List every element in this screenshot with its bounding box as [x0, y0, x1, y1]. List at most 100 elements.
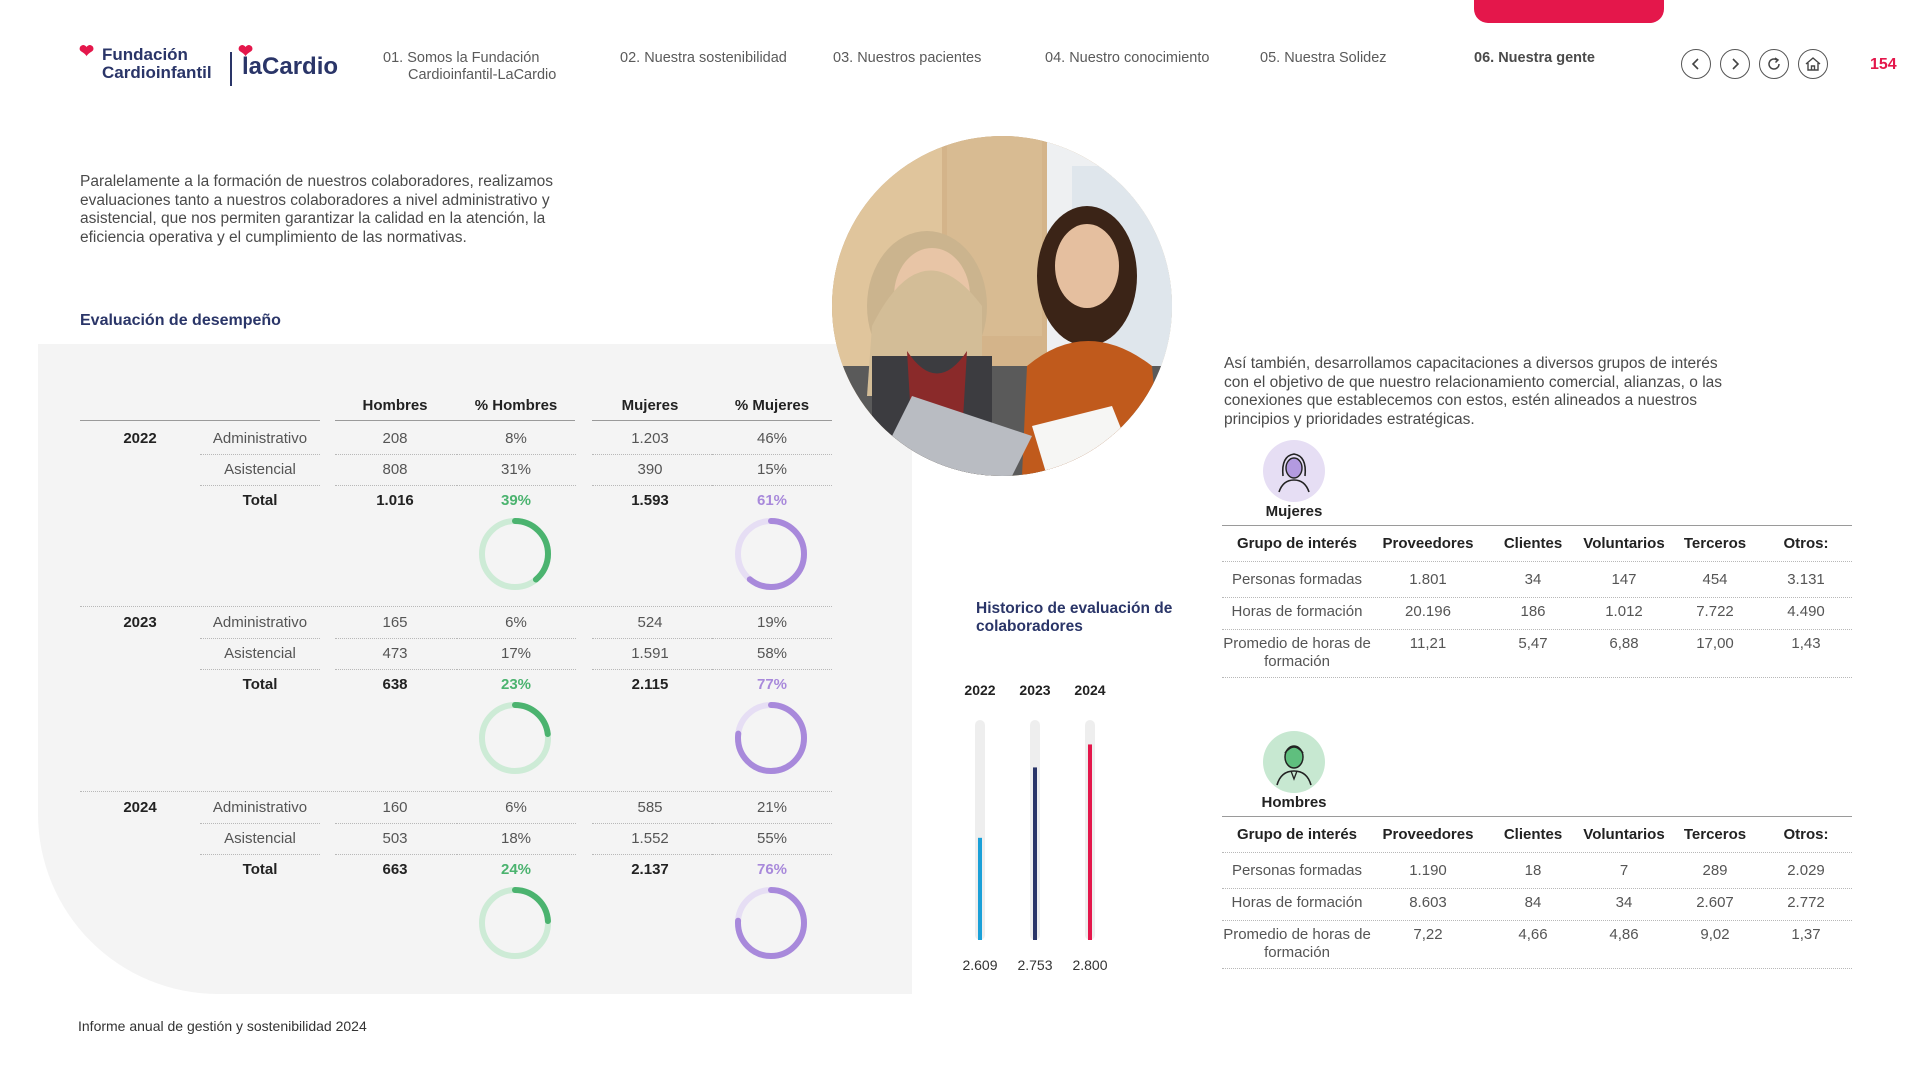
- row-label: Horas de formación: [1231, 603, 1363, 620]
- evaluation-title: Evaluación de desempeño: [80, 312, 281, 329]
- nav-item-06[interactable]: 06. Nuestra gente: [1474, 50, 1595, 67]
- nav-num: 06.: [1474, 50, 1495, 66]
- nav-item-01[interactable]: 01. Somos la Fundación Cardioinfantil-La…: [383, 50, 556, 84]
- cell-h: 663: [382, 861, 408, 878]
- bar-value-label: 2.753: [1017, 957, 1052, 973]
- cell-h: 165: [382, 614, 408, 631]
- cell-ph: 31%: [500, 461, 532, 478]
- refresh-icon: [1768, 57, 1780, 70]
- col-header: Terceros: [1683, 535, 1747, 552]
- nav-num: 04.: [1045, 50, 1066, 66]
- year-label: 2022: [123, 430, 157, 447]
- cell-ph: 39%: [500, 492, 532, 509]
- next-button[interactable]: [1720, 49, 1750, 79]
- bar-value-label: 2.800: [1072, 957, 1107, 973]
- women-avatar: [1263, 440, 1325, 502]
- row-divider: [456, 854, 576, 855]
- ring-progress: [479, 518, 551, 590]
- row-divider: [200, 669, 320, 670]
- nav-item-04[interactable]: 04. Nuestro conocimiento: [1045, 50, 1209, 67]
- total-label: Total: [242, 492, 278, 509]
- cell-value: 20.196: [1405, 603, 1451, 620]
- cell-value: 1,37: [1791, 926, 1821, 943]
- cell-value: 454: [1702, 571, 1728, 588]
- cell-ph: 18%: [500, 830, 532, 847]
- cell-m: 390: [637, 461, 663, 478]
- row-divider: [712, 669, 832, 670]
- row-divider: [200, 823, 320, 824]
- row-divider: [456, 454, 576, 455]
- women-label: Mujeres: [1265, 503, 1323, 520]
- cell-h: 808: [382, 461, 408, 478]
- row-label: Administrativo: [212, 430, 308, 447]
- cell-value: 1.190: [1409, 862, 1447, 879]
- man-icon: [1276, 745, 1312, 786]
- row-divider: [1222, 629, 1852, 630]
- cell-h: 503: [382, 830, 408, 847]
- nav-item-03[interactable]: 03. Nuestros pacientes: [833, 50, 981, 67]
- prev-button[interactable]: [1681, 49, 1711, 79]
- header-rule: [80, 420, 320, 421]
- row-divider: [712, 854, 832, 855]
- col-header: Terceros: [1683, 826, 1747, 843]
- row-divider: [1222, 677, 1852, 678]
- bar-2022: [978, 837, 982, 940]
- cell-value: 1.801: [1409, 571, 1447, 588]
- row-divider: [592, 669, 712, 670]
- col-header: Voluntarios: [1583, 826, 1665, 843]
- row-divider: [335, 669, 455, 670]
- cell-ph: 6%: [505, 799, 527, 816]
- row-divider: [1222, 561, 1852, 562]
- cell-value: 34: [1524, 571, 1542, 588]
- chart-title: Historico de evaluación de colaboradores: [976, 600, 1173, 635]
- home-button[interactable]: [1798, 49, 1828, 79]
- row-divider: [200, 485, 320, 486]
- logo-line1: Fundación: [102, 45, 188, 64]
- year-label: 2024: [123, 799, 157, 816]
- col-header: Grupo de interés: [1236, 535, 1358, 552]
- cell-value: 18: [1524, 862, 1542, 879]
- ring-progress: [735, 887, 807, 959]
- footer-text: Informe anual de gestión y sostenibilida…: [78, 1018, 367, 1034]
- heart-icon: ❤: [238, 41, 254, 61]
- col-header: Clientes: [1503, 535, 1563, 552]
- cell-value: 9,02: [1700, 926, 1730, 943]
- men-label: Hombres: [1261, 794, 1327, 811]
- refresh-button[interactable]: [1759, 49, 1789, 79]
- nav-label: Nuestra Solidez: [1284, 50, 1387, 66]
- cell-ph: 6%: [505, 614, 527, 631]
- nav-item-02[interactable]: 02. Nuestra sostenibilidad: [620, 50, 787, 67]
- row-divider: [1222, 597, 1852, 598]
- ring-progress: [735, 518, 807, 590]
- row-divider: [712, 823, 832, 824]
- ring-men-2024: [479, 887, 551, 959]
- row-label: Administrativo: [212, 799, 308, 816]
- nav-item-05[interactable]: 05. Nuestra Solidez: [1260, 50, 1387, 67]
- ring-men-2023: [479, 702, 551, 774]
- cell-m: 524: [637, 614, 663, 631]
- ring-men-2022: [479, 518, 551, 590]
- col-header-mujeres: Mujeres: [621, 397, 679, 414]
- cell-value: 7: [1619, 862, 1629, 879]
- cell-value: 3.131: [1787, 571, 1825, 588]
- col-header: Otros:: [1783, 535, 1829, 552]
- cell-h: 638: [382, 676, 408, 693]
- cell-value: 186: [1520, 603, 1546, 620]
- col-header: Voluntarios: [1583, 535, 1665, 552]
- ring-progress: [479, 702, 551, 774]
- cell-ph: 17%: [500, 645, 532, 662]
- row-divider: [456, 823, 576, 824]
- row-divider: [200, 638, 320, 639]
- cell-value: 2.607: [1696, 894, 1734, 911]
- row-label: Promedio de horas de formación: [1223, 635, 1371, 670]
- page-number: 154: [1870, 56, 1897, 73]
- row-divider: [592, 823, 712, 824]
- cell-value: 147: [1611, 571, 1637, 588]
- row-label: Horas de formación: [1231, 894, 1363, 911]
- cell-value: 8.603: [1409, 894, 1447, 911]
- training-paragraph: Así también, desarrollamos capacitacione…: [1224, 355, 1723, 428]
- header-rule: [592, 420, 832, 421]
- historic-chart: 2022 2.609 2023 2.753 2024 2.800: [962, 682, 1107, 973]
- photo-illustration: [832, 136, 1172, 476]
- nav-label: Somos la Fundación: [407, 50, 540, 66]
